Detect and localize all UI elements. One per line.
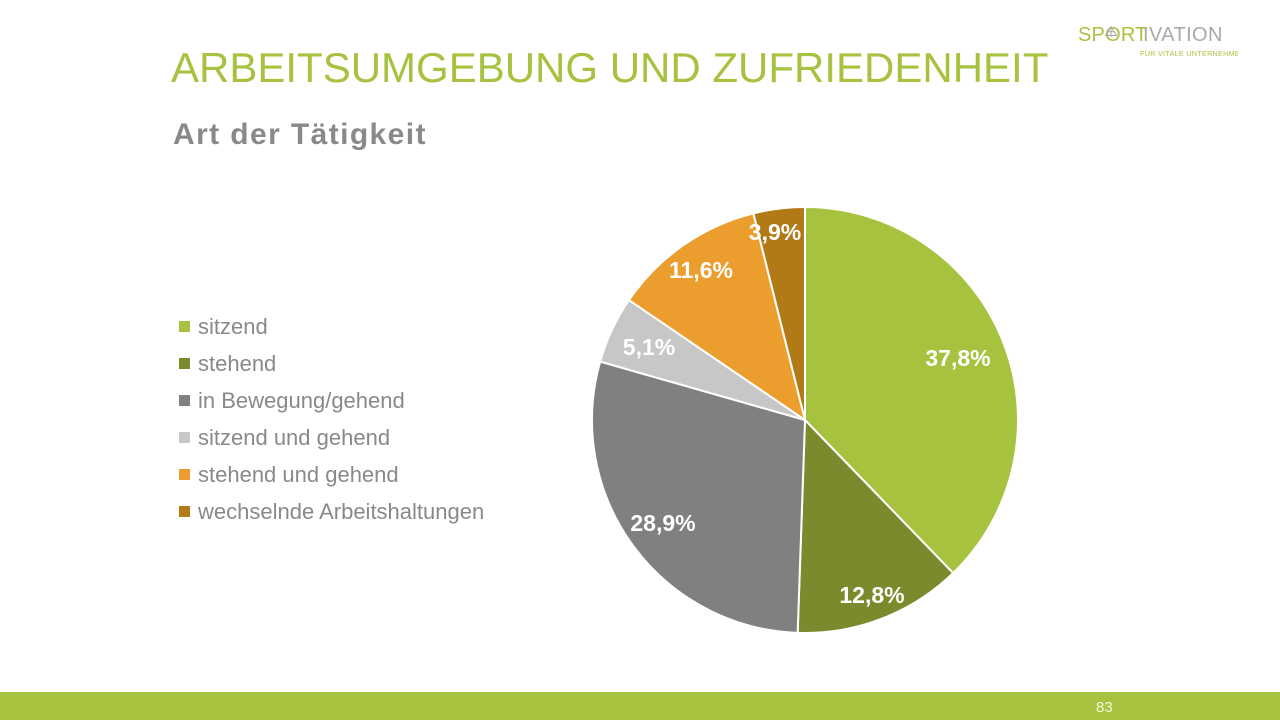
svg-text:37,8%: 37,8% [925,345,990,371]
svg-text:3,9%: 3,9% [749,219,801,245]
svg-text:5,1%: 5,1% [623,334,675,360]
svg-text:28,9%: 28,9% [630,510,695,536]
svg-text:11,6%: 11,6% [669,257,733,283]
svg-text:FÜR VITALE UNTERNEHMEN: FÜR VITALE UNTERNEHMEN [1140,49,1238,58]
svg-text:12,8%: 12,8% [839,582,904,608]
svg-text:IVATION: IVATION [1143,24,1223,46]
